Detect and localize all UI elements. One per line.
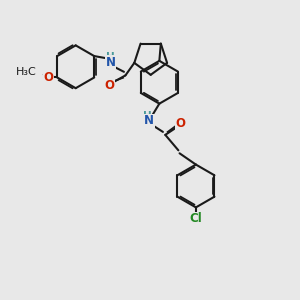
Text: H: H — [143, 111, 152, 121]
Text: N: N — [144, 114, 154, 128]
Text: O: O — [104, 79, 114, 92]
Text: O: O — [44, 71, 54, 84]
Text: N: N — [106, 56, 116, 68]
Text: Cl: Cl — [190, 212, 202, 225]
Text: H₃C: H₃C — [16, 67, 36, 77]
Text: O: O — [175, 117, 185, 130]
Text: H: H — [106, 52, 115, 62]
